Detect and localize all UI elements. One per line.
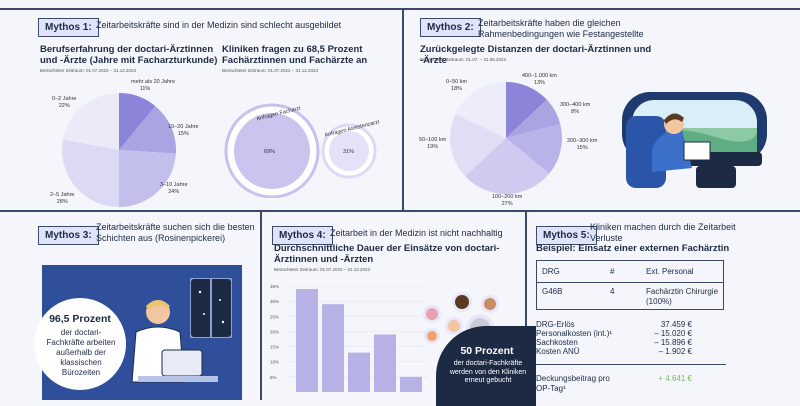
pie2-slice-0 — [506, 82, 547, 138]
bar-4 — [400, 376, 422, 392]
table-header-count: # — [610, 267, 615, 276]
pie2-label-200: 200–300 km 15% — [567, 138, 598, 151]
mythos3-stat-big: 96,5 Prozent — [49, 313, 111, 325]
bar-2 — [348, 352, 370, 392]
cost-label-2: Sachkosten — [536, 338, 578, 347]
result-label: Deckungsbeitrag pro OP-Tag¹ — [536, 374, 610, 393]
table-cell-count: 4 — [610, 287, 615, 296]
bar-3 — [374, 334, 396, 392]
cost-label-1: Personalkosten (int.)¹ — [536, 329, 613, 338]
bar-0 — [296, 289, 318, 392]
mythos3-stat-body: der doctari-Fachkräfte arbeiten außerhal… — [46, 328, 116, 377]
y-tick-label: 30% — [270, 299, 279, 304]
cost-label-3: Kosten ANÜ — [536, 347, 580, 356]
mythos5-badge: Mythos 5: — [536, 226, 597, 245]
cost-value-1: – 15.020 € — [654, 329, 692, 338]
night-window-icon — [190, 278, 232, 338]
cost-label-0: DRG-Erlös — [536, 320, 575, 329]
cost-value-0: 37.459 € — [660, 320, 692, 329]
mythos2-badge: Mythos 2: — [420, 18, 481, 37]
cost-divider — [536, 364, 726, 365]
pie1-slice-4 — [63, 93, 119, 150]
table-header-ext: Ext. Personal — [646, 267, 694, 276]
requests-period: Betrachteter Zeitraum: 01.07.2022 – 31.1… — [222, 68, 319, 73]
distance-heading: Zurückgelegte Distanzen der doctari-Ärzt… — [420, 44, 652, 66]
pie2-label-0: 0–50 km 18% — [446, 79, 468, 92]
table-cell-drg: G46B — [542, 287, 563, 296]
table-cell-ext: Fachärztin Chirurgie (100%) — [646, 287, 719, 306]
duration-period: Betrachteter Zeitraum: 01.07.2022 – 31.1… — [274, 267, 371, 272]
mythos5-text: Kliniken machen durch die Zeitarbeit Ver… — [590, 222, 736, 243]
mythos4-text: Zeitarbeit in der Medizin ist nicht nach… — [330, 228, 503, 238]
pie2-label-50: 50–100 km 19% — [419, 137, 447, 150]
pie1-label-10-20: 10–20 Jahre 15% — [168, 124, 199, 137]
y-tick-label: 20% — [270, 329, 279, 334]
pie2-label-100: 100–200 km 27% — [492, 194, 523, 207]
venn-a-value: 69% — [264, 149, 276, 155]
example-heading: Beispiel: Einsatz einer externen Fachärz… — [536, 243, 730, 254]
pie1-label-0-2: 0–2 Jahre 22% — [52, 96, 77, 109]
pie2-slice-5 — [455, 82, 506, 138]
result-value: + 4.641 € — [658, 374, 692, 383]
pie1-slice-2 — [119, 150, 176, 207]
requests-venn — [224, 103, 377, 198]
y-tick-label: 25% — [270, 314, 279, 319]
y-tick-label: 35% — [270, 284, 279, 289]
pie1-slice-3 — [62, 139, 119, 207]
mythos1-badge: Mythos 1: — [38, 18, 99, 37]
pie1-slice-1 — [119, 106, 176, 154]
mythos4-stat-big: 50 Prozent — [460, 345, 514, 357]
duration-bar-chart: 35% 30% 25% 20% 15% 10% 5% — [270, 284, 428, 392]
mythos4-badge: Mythos 4: — [272, 226, 333, 245]
mythos3-text: Zeitarbeitskräfte suchen sich die besten… — [96, 222, 255, 243]
cost-value-3: – 1.902 € — [658, 347, 692, 356]
pie2-slice-3 — [465, 138, 550, 194]
bar-1 — [322, 304, 344, 392]
pie2-label-300: 300–400 km 8% — [560, 102, 591, 115]
distance-pie — [450, 82, 562, 194]
pie1-label-3-10: 3–10 Jahre 24% — [160, 182, 188, 195]
pie2-slice-1 — [506, 99, 561, 138]
pie2-label-400: 400–1.000 km 13% — [522, 73, 557, 86]
pie2-slice-2 — [506, 124, 562, 174]
requests-heading: Kliniken fragen zu 68,5 Prozent Fachärzt… — [222, 44, 368, 66]
drg-table — [536, 260, 724, 310]
pie1-label-mehr: mehr als 20 Jahre 11% — [131, 79, 176, 92]
mythos1-text: Zeitarbeitskräfte sind in der Medizin si… — [96, 20, 342, 30]
train-passenger-illustration — [622, 92, 767, 188]
y-tick-label: 15% — [270, 345, 279, 350]
cost-value-2: – 15.896 € — [654, 338, 692, 347]
mythos2-text: Zeitarbeitskräfte haben die gleichen Rah… — [478, 18, 644, 39]
y-tick-label: 10% — [270, 360, 279, 365]
mythos3-stat-card — [34, 298, 126, 390]
pie2-slice-4 — [450, 114, 506, 177]
doctor-laptop-illustration — [131, 300, 218, 383]
experience-pie — [62, 93, 176, 207]
distance-period: Betrachteter Zeitraum: 01.07. – 31.08.20… — [420, 57, 507, 62]
duration-heading: Durchschnittliche Dauer der Einsätze von… — [274, 243, 500, 265]
table-header-drg: DRG — [542, 267, 560, 276]
mythos3-badge: Mythos 3: — [38, 226, 99, 245]
pie1-slice-0 — [119, 93, 156, 150]
experience-heading: Berufserfahrung der doctari-Ärztinnen un… — [40, 44, 218, 66]
y-tick-label: 5% — [270, 375, 277, 380]
pie1-label-2-5: 2–5 Jahre 28% — [50, 192, 75, 205]
mythos4-stat-body: der doctari-Fachkräfte werden von den Kl… — [449, 360, 527, 384]
mythos4-stat-card — [436, 326, 536, 406]
experience-period: Betrachteter Zeitraum: 01.07.2022 – 31.1… — [40, 68, 137, 73]
venn-b-value: 31% — [343, 149, 355, 155]
